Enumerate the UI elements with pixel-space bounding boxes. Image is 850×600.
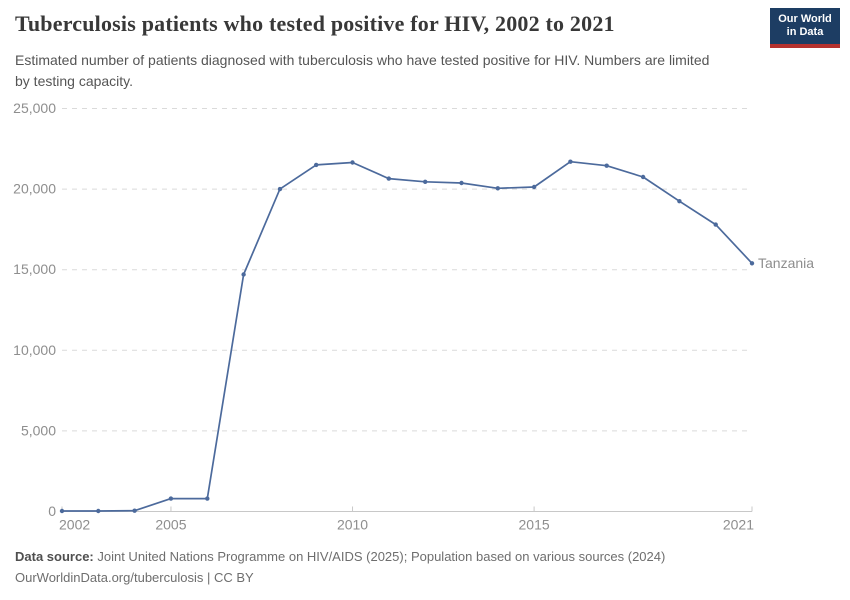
data-point[interactable] [59, 508, 65, 514]
data-source-text: Joint United Nations Programme on HIV/AI… [93, 549, 666, 564]
y-axis-tick-label: 5,000 [21, 422, 56, 438]
data-point[interactable] [277, 186, 283, 192]
data-point[interactable] [205, 496, 210, 501]
y-axis-tick-label: 0 [48, 503, 56, 519]
data-point[interactable] [531, 184, 537, 190]
y-axis-tick-label: 10,000 [13, 342, 56, 358]
trend-line [61, 160, 753, 512]
data-point[interactable] [677, 199, 682, 204]
y-axis-tick-label: 25,000 [13, 100, 56, 116]
chart-subtitle: Estimated number of patients diagnosed w… [15, 52, 710, 89]
x-axis-tick-label: 2002 [59, 517, 90, 533]
license-line[interactable]: OurWorldinData.org/tuberculosis | CC BY [15, 570, 254, 585]
data-point[interactable] [423, 179, 428, 184]
data-point[interactable] [713, 222, 718, 227]
data-point[interactable] [568, 159, 573, 164]
chart-title: Tuberculosis patients who tested positiv… [15, 11, 615, 36]
data-point[interactable] [168, 496, 174, 501]
y-axis-tick-label: 15,000 [13, 261, 56, 277]
line-chart: 0 5,000 10,000 15,000 20,000 25,000 2002 2005 20… [13, 100, 814, 533]
owid-logo-line2: in Data [786, 26, 824, 38]
data-point[interactable] [495, 186, 500, 191]
y-axis-tick-label: 20,000 [13, 181, 56, 197]
data-point[interactable] [749, 261, 755, 266]
chart-footer: Data source: Joint United Nations Progra… [15, 546, 835, 588]
owid-logo[interactable]: Our World in Data [770, 8, 840, 48]
data-point[interactable] [459, 180, 464, 186]
data-point[interactable] [132, 508, 137, 513]
data-point[interactable] [314, 162, 319, 168]
series-label: Tanzania [758, 255, 814, 271]
data-point[interactable] [350, 160, 355, 165]
data-source-line: Data source: Joint United Nations Progra… [15, 546, 835, 567]
x-axis-tick-label: 2015 [519, 517, 550, 533]
x-axis-tick-label: 2021 [723, 517, 754, 533]
owid-logo-line1: Our World [778, 13, 832, 25]
x-axis-tick-label: 2010 [337, 517, 368, 533]
data-point[interactable] [241, 272, 246, 277]
data-point[interactable] [96, 508, 101, 514]
data-point[interactable] [640, 174, 646, 180]
data-point[interactable] [386, 176, 391, 181]
x-axis-tick-label: 2005 [155, 517, 186, 533]
data-source-label: Data source: [15, 549, 94, 564]
data-point[interactable] [604, 163, 609, 168]
